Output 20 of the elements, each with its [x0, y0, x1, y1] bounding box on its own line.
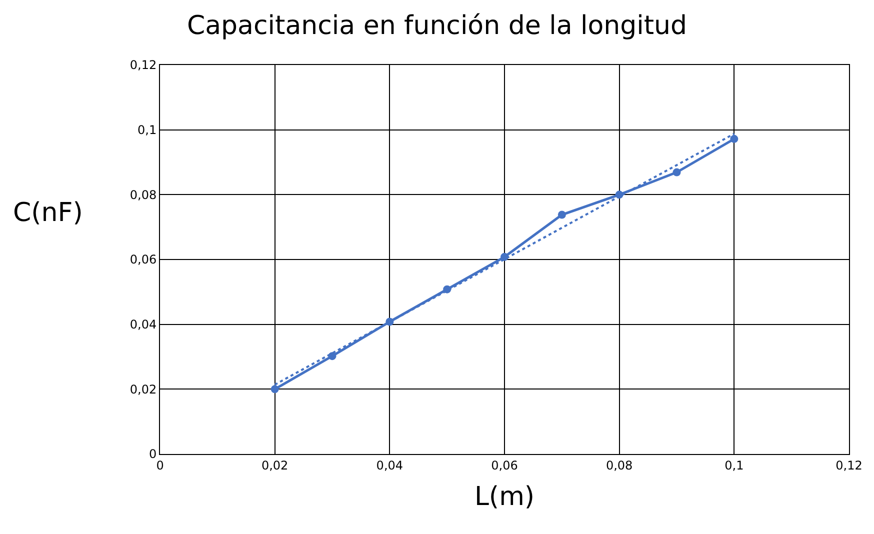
y-tick-label: 0,08 — [130, 188, 157, 202]
x-tick-label: 0,1 — [724, 458, 744, 472]
point — [558, 210, 566, 219]
y-axis-title: C(nF) — [13, 198, 83, 228]
y-tick-label: 0,12 — [130, 58, 157, 72]
point — [270, 385, 279, 394]
chart-title: Capacitancia en función de la longitud — [186, 11, 688, 42]
point — [672, 168, 681, 176]
point — [730, 134, 738, 143]
y-tick-label: 0 — [148, 447, 157, 462]
x-tick-label: 0,06 — [491, 458, 518, 472]
y-tick-label: 0,02 — [130, 382, 157, 396]
x-tick-label: 0,12 — [836, 458, 862, 472]
y-tick-label: 0,06 — [130, 252, 157, 267]
y-tick-label: 0,1 — [138, 123, 157, 138]
x-tick-label: 0,02 — [261, 458, 288, 472]
x-tick-label: 0,04 — [376, 458, 404, 472]
x-axis-title: L(m) — [474, 482, 535, 512]
x-tick-label: 0,08 — [606, 458, 633, 472]
y-tick-label: 0,04 — [130, 318, 157, 332]
